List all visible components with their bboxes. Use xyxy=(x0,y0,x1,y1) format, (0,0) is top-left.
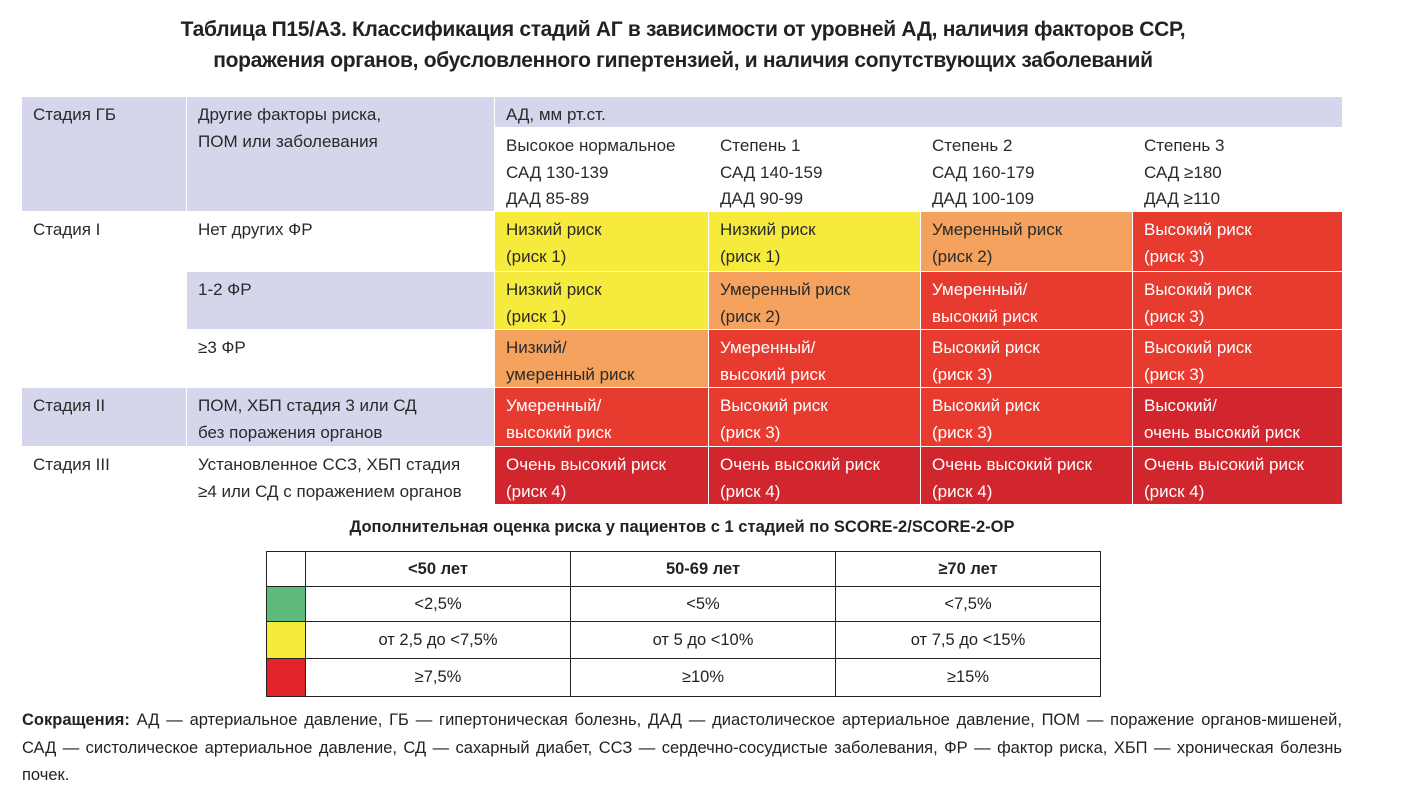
color-swatch xyxy=(266,621,306,659)
risk-cell: Низкий риск (риск 1) xyxy=(495,212,708,271)
color-swatch xyxy=(266,658,306,697)
score-cell: от 7,5 до <15% xyxy=(835,621,1101,659)
score-cell: ≥10% xyxy=(570,658,836,697)
risk-cell: Очень высокий риск (риск 4) xyxy=(921,447,1132,504)
footnote: Сокращения: АД — артериальное давление, … xyxy=(22,707,1342,790)
factor-cell: ≥3 ФР xyxy=(187,330,494,387)
column-header: Степень 3 САД ≥180 ДАД ≥110 xyxy=(1133,128,1342,211)
risk-cell: Очень высокий риск (риск 4) xyxy=(495,447,708,504)
header-cell: Стадия ГБ xyxy=(22,97,186,211)
factor-cell: Нет других ФР xyxy=(187,212,494,271)
risk-cell: Высокий риск (риск 3) xyxy=(1133,212,1342,271)
risk-cell: Умеренный риск (риск 2) xyxy=(921,212,1132,271)
risk-cell: Высокий риск (риск 3) xyxy=(921,388,1132,446)
score-header-row: <50 лет 50-69 лет ≥70 лет xyxy=(266,551,1101,587)
footnote-label: Сокращения: xyxy=(22,711,130,729)
score-title: Дополнительная оценка риска у пациентов … xyxy=(349,518,1015,536)
stage-cell: Стадия I xyxy=(22,212,186,387)
score-row: <2,5% <5% <7,5% xyxy=(266,586,1101,622)
title: Таблица П15/А3. Классификация стадий АГ … xyxy=(0,14,1366,76)
risk-cell: Умеренный/ высокий риск xyxy=(709,330,920,387)
risk-cell: Высокий риск (риск 3) xyxy=(1133,330,1342,387)
risk-cell: Очень высокий риск (риск 4) xyxy=(1133,447,1342,504)
header-cell: Другие факторы риска, ПОМ или заболевани… xyxy=(187,97,494,211)
stage-cell: Стадия III xyxy=(22,447,186,504)
column-header: Степень 2 САД 160-179 ДАД 100-109 xyxy=(921,128,1132,211)
corner-cell xyxy=(266,551,306,587)
column-header: Степень 1 САД 140-159 ДАД 90-99 xyxy=(709,128,920,211)
score-cell: от 5 до <10% xyxy=(570,621,836,659)
risk-cell: Низкий/ умеренный риск xyxy=(495,330,708,387)
score-cell: <5% xyxy=(570,586,836,622)
risk-cell: Умеренный риск (риск 2) xyxy=(709,272,920,329)
color-swatch xyxy=(266,586,306,622)
risk-cell: Очень высокий риск (риск 4) xyxy=(709,447,920,504)
factor-cell: ПОМ, ХБП стадия 3 или СД без поражения о… xyxy=(187,388,494,446)
risk-cell: Низкий риск (риск 1) xyxy=(709,212,920,271)
factor-cell: Установленное ССЗ, ХБП стадия ≥4 или СД … xyxy=(187,447,494,504)
stage-cell: Стадия II xyxy=(22,388,186,446)
score-row: от 2,5 до <7,5% от 5 до <10% от 7,5 до <15… xyxy=(266,621,1101,659)
footnote-text: АД — артериальное давление, ГБ — гиперто… xyxy=(22,711,1342,784)
risk-cell: Высокий риск (риск 3) xyxy=(709,388,920,446)
title-line: поражения органов, обусловленного гиперт… xyxy=(213,49,1153,72)
score-table: <50 лет 50-69 лет ≥70 лет <2,5% <5% <7,5% от 2… xyxy=(266,551,1101,697)
risk-cell: Высокий риск (риск 3) xyxy=(921,330,1132,387)
score-cell: ≥7,5% xyxy=(305,658,571,697)
risk-cell: Умеренный/ высокий риск xyxy=(921,272,1132,329)
risk-cell: Низкий риск (риск 1) xyxy=(495,272,708,329)
risk-cell: Умеренный/ высокий риск xyxy=(495,388,708,446)
score-header: <50 лет xyxy=(305,551,571,587)
risk-cell: Высокий риск (риск 3) xyxy=(1133,272,1342,329)
factor-cell: 1-2 ФР xyxy=(187,272,494,329)
score-cell: ≥15% xyxy=(835,658,1101,697)
risk-cell: Высокий/ очень высокий риск xyxy=(1133,388,1342,446)
score-row: ≥7,5% ≥10% ≥15% xyxy=(266,658,1101,697)
score-cell: от 2,5 до <7,5% xyxy=(305,621,571,659)
header-cell: АД, мм рт.ст. xyxy=(495,97,1342,127)
score-cell: <7,5% xyxy=(835,586,1101,622)
score-header: ≥70 лет xyxy=(835,551,1101,587)
column-header: Высокое нормальное САД 130-139 ДАД 85-89 xyxy=(495,128,708,211)
score-cell: <2,5% xyxy=(305,586,571,622)
title-line: Таблица П15/А3. Классификация стадий АГ … xyxy=(180,18,1186,41)
score-header: 50-69 лет xyxy=(570,551,836,587)
